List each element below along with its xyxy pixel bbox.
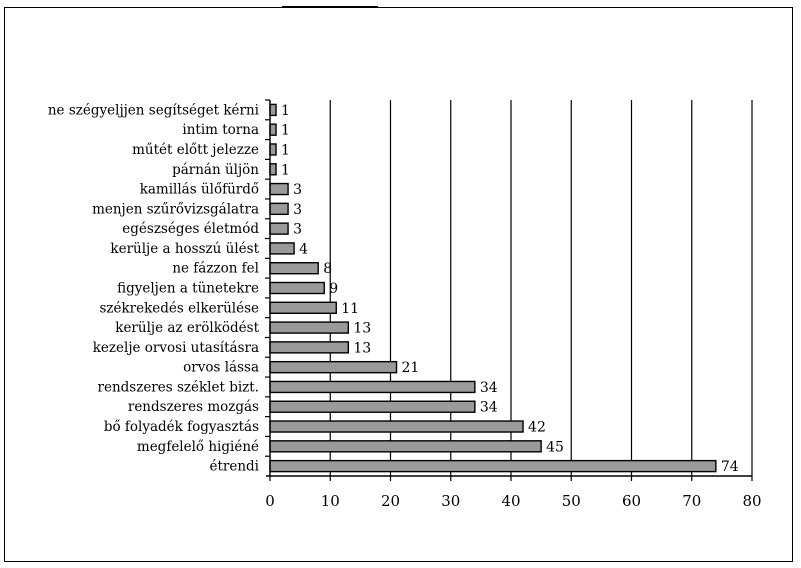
x-tick-label: 50 — [562, 492, 581, 510]
bar — [269, 281, 325, 295]
bars — [269, 103, 717, 473]
data-label: 13 — [353, 321, 371, 337]
bar — [269, 360, 398, 374]
data-label: 1 — [281, 103, 290, 119]
bar — [269, 202, 289, 216]
data-label: 45 — [546, 439, 564, 455]
category-label: intim torna — [182, 122, 259, 138]
data-label: 3 — [293, 202, 302, 218]
data-label: 11 — [341, 301, 359, 317]
data-label: 21 — [402, 360, 420, 376]
category-label: kamillás ülőfürdő — [140, 182, 259, 198]
x-tick-label: 80 — [742, 492, 761, 510]
axes — [265, 99, 753, 481]
x-tick-label: 60 — [622, 492, 641, 510]
tick-labels: 0 10 20 30 40 50 60 70 80 — [265, 492, 761, 510]
category-labels: ne szégyeljjen segítséget kérni intim tor… — [48, 102, 260, 474]
data-label: 4 — [299, 241, 308, 257]
data-label: 42 — [528, 420, 546, 436]
category-label: megfelelő higiéné — [137, 439, 259, 455]
data-label: 13 — [353, 340, 371, 356]
bar — [269, 301, 337, 314]
top-edge-mark — [282, 0, 378, 7]
category-label: orvos lássa — [183, 360, 259, 376]
bar — [269, 182, 289, 196]
gridlines — [329, 100, 753, 476]
x-tick-label: 20 — [381, 492, 400, 510]
category-label: kezelje orvosi utasításra — [93, 340, 259, 356]
bar — [269, 262, 319, 275]
data-label: 74 — [721, 459, 739, 475]
data-label: 1 — [281, 123, 290, 139]
x-tick-label: 10 — [321, 492, 340, 510]
category-label: ne fázzon fel — [172, 261, 259, 277]
data-label: 34 — [480, 400, 498, 416]
x-tick-label: 30 — [441, 492, 460, 510]
bar — [269, 123, 277, 136]
category-label: műtét előtt jelezze — [132, 142, 259, 158]
bar — [269, 321, 350, 334]
bar — [269, 222, 289, 235]
bar — [269, 420, 524, 433]
category-label: egészséges életmód — [122, 221, 259, 237]
bar — [269, 380, 476, 394]
category-label: bő folyadék fogyasztás — [104, 419, 259, 435]
data-label: 3 — [293, 182, 302, 198]
x-tick-label: 70 — [682, 492, 701, 510]
category-label: étrendi — [209, 459, 259, 475]
bar — [269, 103, 277, 117]
bar — [269, 242, 295, 255]
category-label: ne szégyeljjen segítséget kérni — [48, 102, 260, 118]
category-label: párnán üljön — [172, 162, 259, 178]
bar — [269, 400, 476, 413]
bar — [269, 143, 277, 156]
x-tick-label: 40 — [501, 492, 520, 510]
data-label: 1 — [281, 142, 290, 158]
data-label: 9 — [329, 281, 338, 297]
category-label: rendszeres mozgás — [128, 399, 259, 415]
bar — [269, 163, 277, 176]
bar — [269, 440, 542, 453]
x-tick-label: 0 — [265, 492, 275, 510]
data-label: 3 — [293, 222, 302, 238]
bar — [269, 459, 717, 473]
data-label: 1 — [281, 162, 290, 178]
data-label: 8 — [323, 261, 332, 277]
bar — [269, 341, 350, 354]
category-label: menjen szűrővizsgálatra — [92, 201, 259, 217]
category-label: figyeljen a tünetekre — [117, 281, 259, 297]
category-label: kerülje a hosszú ülést — [110, 241, 259, 257]
category-label: székrekedés elkerülése — [99, 300, 259, 316]
data-label: 34 — [480, 380, 498, 396]
category-label: rendszeres széklet bizt. — [98, 379, 260, 395]
category-label: kerülje az erölködést — [115, 320, 259, 336]
